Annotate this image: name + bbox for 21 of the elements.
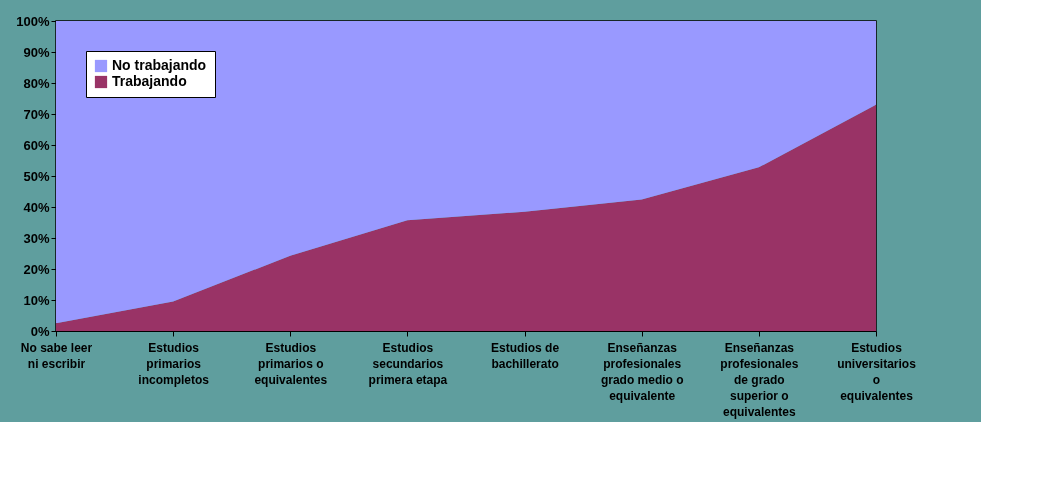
y-tick-label: 50% xyxy=(23,168,50,184)
y-tick-label: 70% xyxy=(23,106,50,122)
legend-label: No trabajando xyxy=(112,57,207,73)
x-tick-label: No sabe leer ni escribir xyxy=(20,340,93,371)
x-tick-label: Estudios universitarios o equivalentes xyxy=(837,340,917,403)
y-tick-label: 40% xyxy=(23,199,50,215)
x-tick-label: Estudios primarios incompletos xyxy=(138,340,210,387)
y-tick-label: 100% xyxy=(16,13,50,29)
x-tick-label: Estudios de bachillerato xyxy=(491,340,560,371)
y-tick-label: 0% xyxy=(30,323,50,339)
y-tick-label: 60% xyxy=(23,137,50,153)
y-tick-label: 20% xyxy=(23,261,50,277)
x-tick-label: Enseñanzas profesionales de grado superior o equivalentes xyxy=(720,340,799,419)
y-tick-label: 90% xyxy=(23,44,50,60)
y-tick-label: 30% xyxy=(23,230,50,246)
legend-label: Trabajando xyxy=(112,73,187,89)
y-tick-label: 80% xyxy=(23,75,50,91)
y-tick-label: 10% xyxy=(23,292,50,308)
x-tick-label: Enseñanzas profesionales grado medio o equivalente xyxy=(600,340,684,403)
x-tick-label: Estudios secundarios primera etapa xyxy=(368,340,448,387)
x-tick-label: Estudios primarios o equivalentes xyxy=(254,340,328,387)
